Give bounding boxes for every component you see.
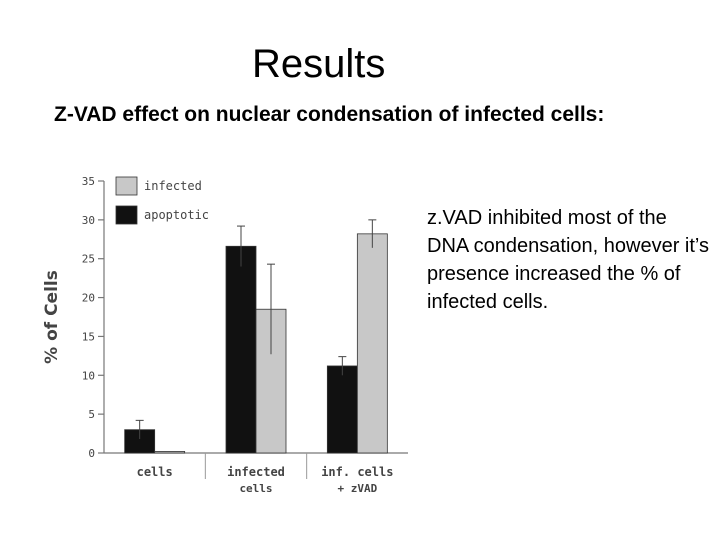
y-tick-label: 20 [82,292,95,305]
x-category-label: infected [227,465,285,479]
x-category-label: cells [137,465,173,479]
bar-chart: 0 5 10 15 20 25 30 35 % of Cells cells infected cel… [36,166,416,506]
legend-label-apoptotic: apoptotic [144,208,209,222]
bar-apoptotic-2 [326,365,358,454]
x-category-label: inf. cells [321,465,393,479]
x-category-label: cells [239,482,272,495]
slide-subtitle: Z-VAD effect on nuclear condensation of … [54,103,605,126]
y-tick-label: 15 [82,330,95,343]
y-tick-label: 10 [82,369,95,382]
legend-swatch-infected [115,176,138,196]
y-tick-label: 5 [88,408,95,421]
legend-label-infected: infected [144,179,202,193]
y-axis-title: % of Cells [42,270,62,364]
y-tick-label: 30 [82,214,95,227]
slide-title: Results [252,42,386,86]
bar-infected-0 [154,451,186,454]
y-tick-label: 0 [88,447,95,460]
y-tick-label: 25 [82,253,95,266]
conclusion-text: z.VAD inhibited most of the DNA condensa… [427,207,710,313]
legend-swatch-apoptotic [115,205,138,225]
bar-apoptotic-1 [225,245,257,454]
y-tick-label: 35 [82,175,95,188]
x-category-label: + zVAD [337,482,377,495]
bar-infected-2 [356,233,388,454]
